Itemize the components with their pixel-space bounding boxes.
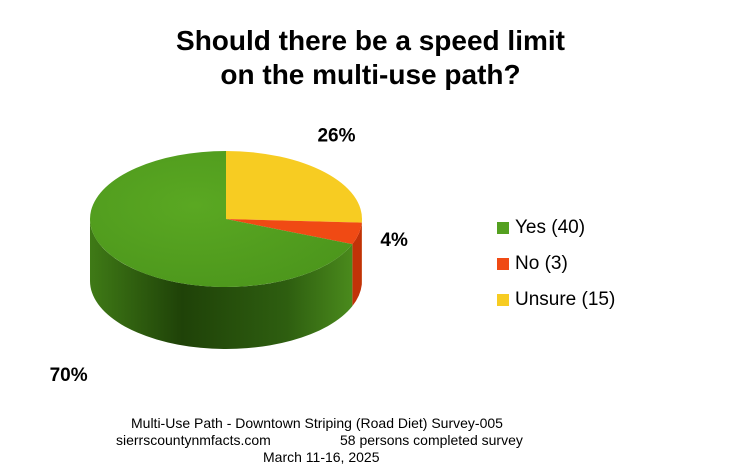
legend-item-unsure: Unsure (15)	[497, 282, 615, 318]
legend-label-unsure: Unsure (15)	[515, 289, 616, 310]
pie-slice-no	[226, 219, 362, 245]
legend-swatch-yes	[497, 222, 509, 234]
percent-label-no: 4%	[380, 230, 408, 251]
legend-label-yes: Yes (40)	[515, 217, 586, 238]
pie-slice-yes	[90, 151, 353, 287]
legend: Yes (40) No (3) Unsure (15)	[497, 210, 615, 318]
percent-labels: 26% 4% 70%	[50, 125, 408, 385]
percent-label-yes: 70%	[50, 365, 88, 386]
legend-item-no: No (3)	[497, 246, 615, 282]
pie-side-no	[352, 222, 362, 307]
legend-label-no: No (3)	[515, 253, 568, 274]
legend-item-yes: Yes (40)	[497, 210, 615, 246]
chart-title-line-2: on the multi-use path?	[220, 59, 521, 90]
pie-side-yes	[90, 219, 353, 350]
legend-swatch-no	[497, 258, 509, 270]
footer-dates: March 11-16, 2025	[263, 449, 380, 465]
chart-title: Should there be a speed limit on the mul…	[0, 24, 741, 92]
footer-survey-title: Multi-Use Path - Downtown Striping (Road…	[131, 415, 503, 431]
pie-slice-unsure	[226, 151, 362, 223]
footer-site: sierrscountynmfacts.com	[116, 432, 271, 448]
pie-group	[90, 151, 362, 350]
footer-respondents: 58 persons completed survey	[340, 432, 523, 448]
percent-label-unsure: 26%	[317, 125, 355, 146]
legend-swatch-unsure	[497, 294, 509, 306]
chart-title-line-1: Should there be a speed limit	[176, 25, 565, 56]
